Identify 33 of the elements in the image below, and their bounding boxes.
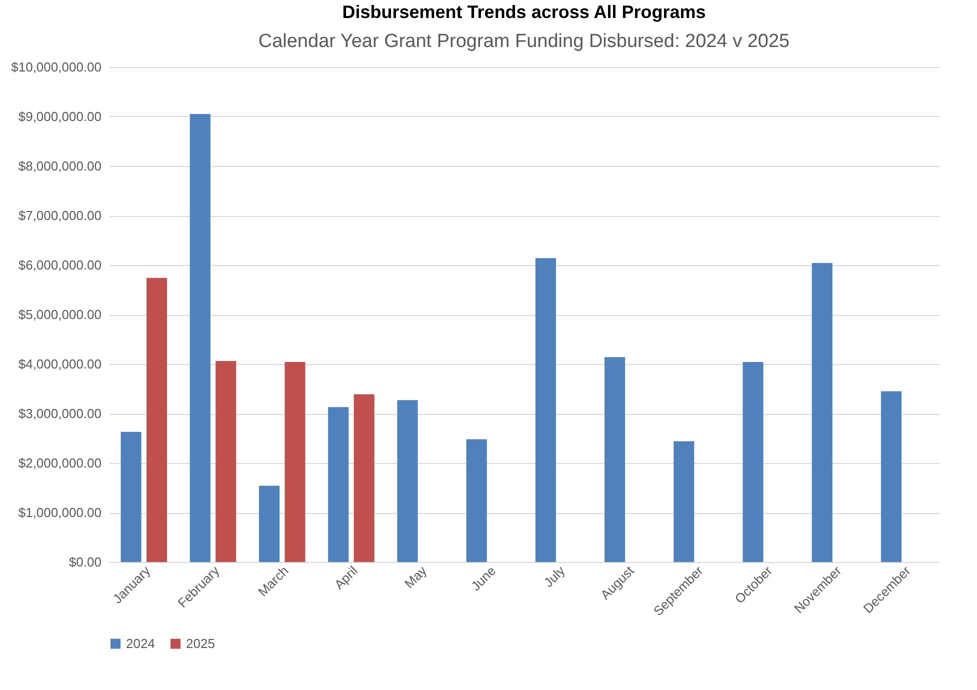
bar [328, 407, 349, 562]
bar [535, 258, 556, 562]
y-tick-label: $1,000,000.00 [18, 505, 102, 520]
bar [812, 263, 832, 562]
x-tick-label: May [402, 562, 430, 592]
y-tick-label: $9,000,000.00 [18, 109, 102, 124]
bar [190, 114, 210, 562]
bar [397, 400, 418, 562]
chart-subtitle: Calendar Year Grant Program Funding Disbursed: 2024 v 2025 [258, 31, 790, 52]
bar [880, 391, 902, 562]
bar [604, 357, 626, 562]
y-tick-label: $4,000,000.00 [18, 356, 102, 372]
y-tick-label: $0.00 [68, 554, 102, 570]
y-tick-label: $8,000,000.00 [18, 158, 102, 174]
bar [258, 486, 280, 562]
legend-label: 2025 [186, 636, 215, 651]
chart-title: Disbursement Trends across All Programs [342, 2, 706, 22]
bar [742, 362, 764, 562]
bar [120, 432, 142, 562]
bar [466, 439, 487, 562]
y-tick-label: $5,000,000.00 [18, 307, 102, 322]
bar [216, 361, 236, 562]
y-tick-label: $2,000,000.00 [18, 456, 102, 470]
y-tick-label: $6,000,000.00 [18, 258, 102, 272]
bar [354, 394, 374, 562]
bar [284, 362, 306, 562]
bar [146, 278, 168, 562]
x-tick-label: July [540, 562, 568, 590]
bar [674, 441, 694, 562]
y-tick-label: $3,000,000.00 [18, 406, 102, 421]
y-tick-label: $10,000,000.00 [11, 60, 102, 74]
legend-label: 2024 [126, 636, 155, 651]
y-tick-label: $7,000,000.00 [18, 208, 102, 223]
